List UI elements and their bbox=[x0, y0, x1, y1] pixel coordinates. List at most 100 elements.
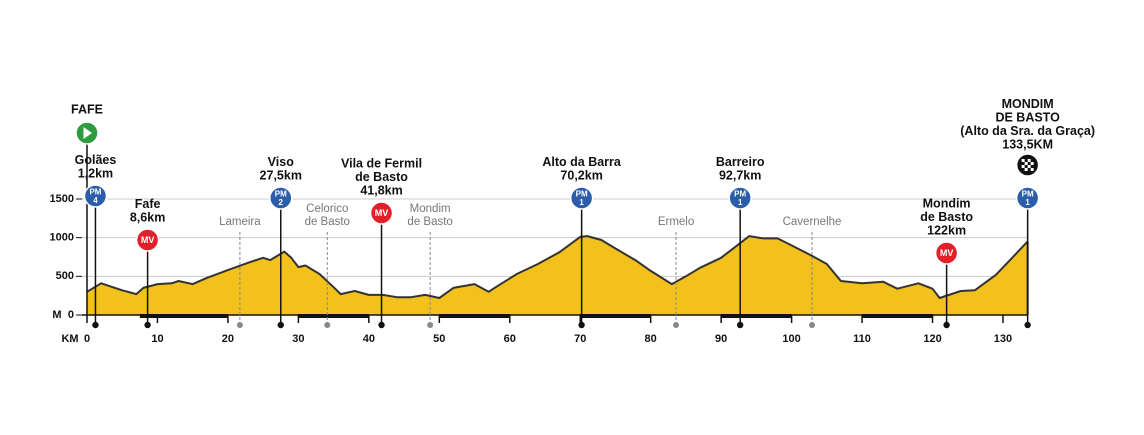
badge-text: MV bbox=[375, 208, 389, 218]
badge-text: MV bbox=[940, 248, 954, 258]
waypoint-dot bbox=[736, 321, 744, 329]
axis-segment bbox=[298, 314, 369, 318]
finish-flag bbox=[1015, 153, 1040, 177]
waypoint-label: 92,7km bbox=[719, 168, 761, 182]
flag-square bbox=[1024, 168, 1028, 171]
badge bbox=[269, 186, 293, 210]
start-arrow bbox=[83, 127, 92, 139]
x-tick-label: 130 bbox=[994, 333, 1012, 345]
x-tick-label: 100 bbox=[782, 333, 800, 345]
badge-text: PM bbox=[734, 190, 746, 199]
waypoint-label: Vila de Fermil bbox=[341, 156, 422, 170]
place-name: Mondim bbox=[410, 203, 451, 215]
place-dot bbox=[236, 322, 243, 328]
waypoint-label: 122km bbox=[927, 223, 966, 237]
x-tick-label: 110 bbox=[853, 333, 871, 345]
badge-text: MV bbox=[141, 235, 155, 245]
badge-text: PM bbox=[275, 190, 287, 199]
waypoint-label: 8,6km bbox=[130, 210, 165, 224]
x-tick-label: 30 bbox=[292, 333, 304, 345]
y-tick-label: 500 bbox=[56, 270, 74, 282]
flag-square bbox=[1024, 162, 1028, 165]
x-tick-label: 40 bbox=[363, 333, 375, 345]
waypoint-label: de Basto bbox=[355, 170, 408, 184]
axis-segment bbox=[721, 314, 792, 318]
axis-segment bbox=[580, 314, 651, 318]
flag-square bbox=[1027, 165, 1031, 168]
waypoint-dot bbox=[943, 321, 950, 329]
waypoint-label: de Basto bbox=[920, 210, 973, 224]
badge-category: 2 bbox=[279, 198, 284, 207]
place-dot bbox=[673, 322, 680, 328]
waypoint-label: DE BASTO bbox=[995, 110, 1060, 124]
badge bbox=[135, 228, 160, 252]
y-tick-label: 1000 bbox=[50, 232, 74, 244]
waypoint-label: Fafe bbox=[135, 197, 161, 211]
axis-segment bbox=[862, 314, 933, 318]
place-name: Ermelo bbox=[658, 216, 694, 228]
badge bbox=[934, 241, 959, 265]
waypoint-label: Barreiro bbox=[716, 155, 765, 169]
place-name: Lameira bbox=[219, 216, 261, 228]
place-name: Cavernelhe bbox=[783, 216, 842, 228]
waypoint-label: Golães bbox=[75, 153, 117, 167]
y-axis-label: M bbox=[52, 309, 61, 321]
flag-square bbox=[1030, 168, 1034, 171]
elevation-line bbox=[86, 235, 1029, 299]
waypoint-dot bbox=[277, 321, 284, 329]
badge bbox=[369, 201, 394, 225]
x-tick-label: 60 bbox=[504, 333, 516, 345]
x-tick-label: 0 bbox=[84, 333, 90, 345]
x-tick-label: 80 bbox=[645, 333, 657, 345]
badge-text: PM bbox=[89, 188, 101, 197]
x-axis-label: KM bbox=[61, 333, 78, 345]
x-tick-label: 70 bbox=[574, 333, 586, 345]
badge-category: 1 bbox=[579, 198, 584, 207]
waypoint-label: 70,2km bbox=[560, 168, 602, 182]
axis-segment bbox=[439, 314, 510, 318]
place-name: de Basto bbox=[305, 216, 350, 228]
place-name: Celorico bbox=[306, 203, 348, 215]
badge-text: PM bbox=[1022, 190, 1034, 199]
badge bbox=[728, 186, 752, 210]
x-tick-label: 20 bbox=[222, 333, 234, 345]
badge-category: 1 bbox=[1025, 198, 1030, 207]
waypoint-label: MONDIM bbox=[1002, 97, 1054, 111]
flag-square bbox=[1027, 159, 1031, 162]
waypoint-label: Alto da Barra bbox=[542, 155, 622, 169]
flag-square bbox=[1021, 159, 1025, 162]
x-tick-label: 10 bbox=[151, 333, 163, 345]
waypoint-dot bbox=[578, 321, 585, 329]
axis-segment bbox=[139, 314, 158, 318]
waypoint-dot bbox=[378, 321, 385, 329]
waypoint-label: 1,2km bbox=[78, 166, 113, 180]
waypoint-label: Mondim bbox=[923, 196, 971, 210]
badge-category: 1 bbox=[738, 198, 743, 207]
badge bbox=[1015, 186, 1040, 210]
badge-category: 4 bbox=[93, 196, 98, 205]
waypoint-dot bbox=[1024, 321, 1031, 329]
start-name: FAFE bbox=[71, 102, 103, 116]
x-tick-label: 90 bbox=[715, 333, 727, 345]
place-name: de Basto bbox=[407, 216, 452, 228]
waypoint-label: Viso bbox=[268, 155, 295, 169]
flag-square bbox=[1021, 165, 1025, 168]
badge-text: PM bbox=[576, 190, 588, 199]
waypoint-label: (Alto da Sra. da Graça) bbox=[960, 124, 1095, 138]
y-tick-label: 0 bbox=[68, 309, 74, 321]
axis-segment bbox=[157, 314, 228, 318]
place-dot bbox=[324, 322, 331, 328]
x-tick-label: 120 bbox=[923, 333, 941, 345]
waypoint-dot bbox=[92, 321, 99, 329]
y-tick-label: 1500 bbox=[50, 193, 74, 205]
place-dot bbox=[427, 322, 434, 328]
waypoint-label: 27,5km bbox=[260, 168, 302, 182]
place-dot bbox=[809, 322, 816, 328]
elevation-area bbox=[87, 236, 1028, 315]
waypoint-label: 41,8km bbox=[360, 183, 402, 197]
waypoint-label: 133,5KM bbox=[1002, 137, 1053, 151]
badge bbox=[569, 186, 594, 210]
x-tick-label: 50 bbox=[433, 333, 445, 345]
waypoint-dot bbox=[144, 321, 151, 329]
